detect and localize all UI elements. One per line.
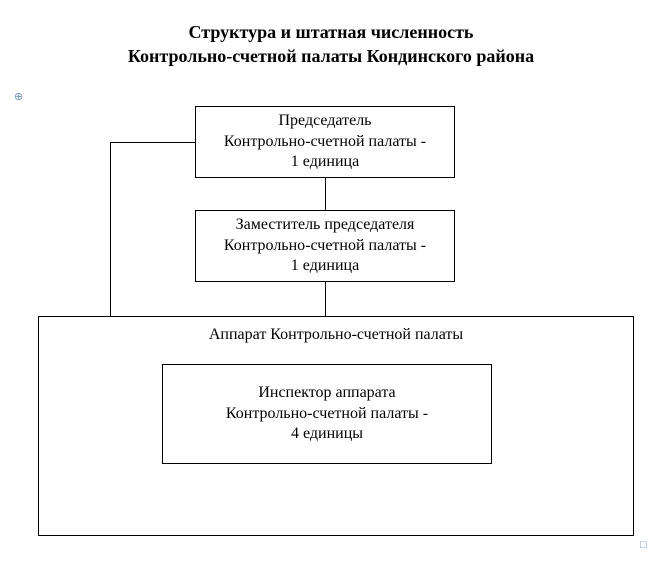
page-title-line1: Структура и штатная численность <box>0 22 662 43</box>
connector <box>110 142 195 143</box>
node-text: Контрольно-счетной палаты - <box>224 236 426 257</box>
node-text: Заместитель председателя <box>236 215 415 236</box>
node-text: 4 единицы <box>291 424 363 445</box>
page-title-line2: Контрольно-счетной палаты Кондинского ра… <box>0 46 662 67</box>
node-text: 1 единица <box>291 152 359 173</box>
node-text: 1 единица <box>291 256 359 277</box>
diagram-canvas: Структура и штатная численность Контроль… <box>0 0 662 584</box>
resize-handle-icon: □ <box>640 540 647 551</box>
node-inspector: Инспектор аппарата Контрольно-счетной па… <box>162 364 492 464</box>
node-text: Контрольно-счетной палаты - <box>226 404 428 425</box>
node-deputy: Заместитель председателя Контрольно-счет… <box>195 210 455 282</box>
node-title: Аппарат Контрольно-счетной палаты <box>39 325 633 346</box>
node-text: Председатель <box>279 111 372 132</box>
node-text: Контрольно-счетной палаты - <box>224 132 426 153</box>
node-chairman: Председатель Контрольно-счетной палаты -… <box>195 106 455 178</box>
connector <box>325 178 326 210</box>
connector <box>110 142 111 316</box>
anchor-icon: ⊕ <box>14 92 23 103</box>
node-text: Инспектор аппарата <box>258 383 395 404</box>
connector <box>325 282 326 316</box>
